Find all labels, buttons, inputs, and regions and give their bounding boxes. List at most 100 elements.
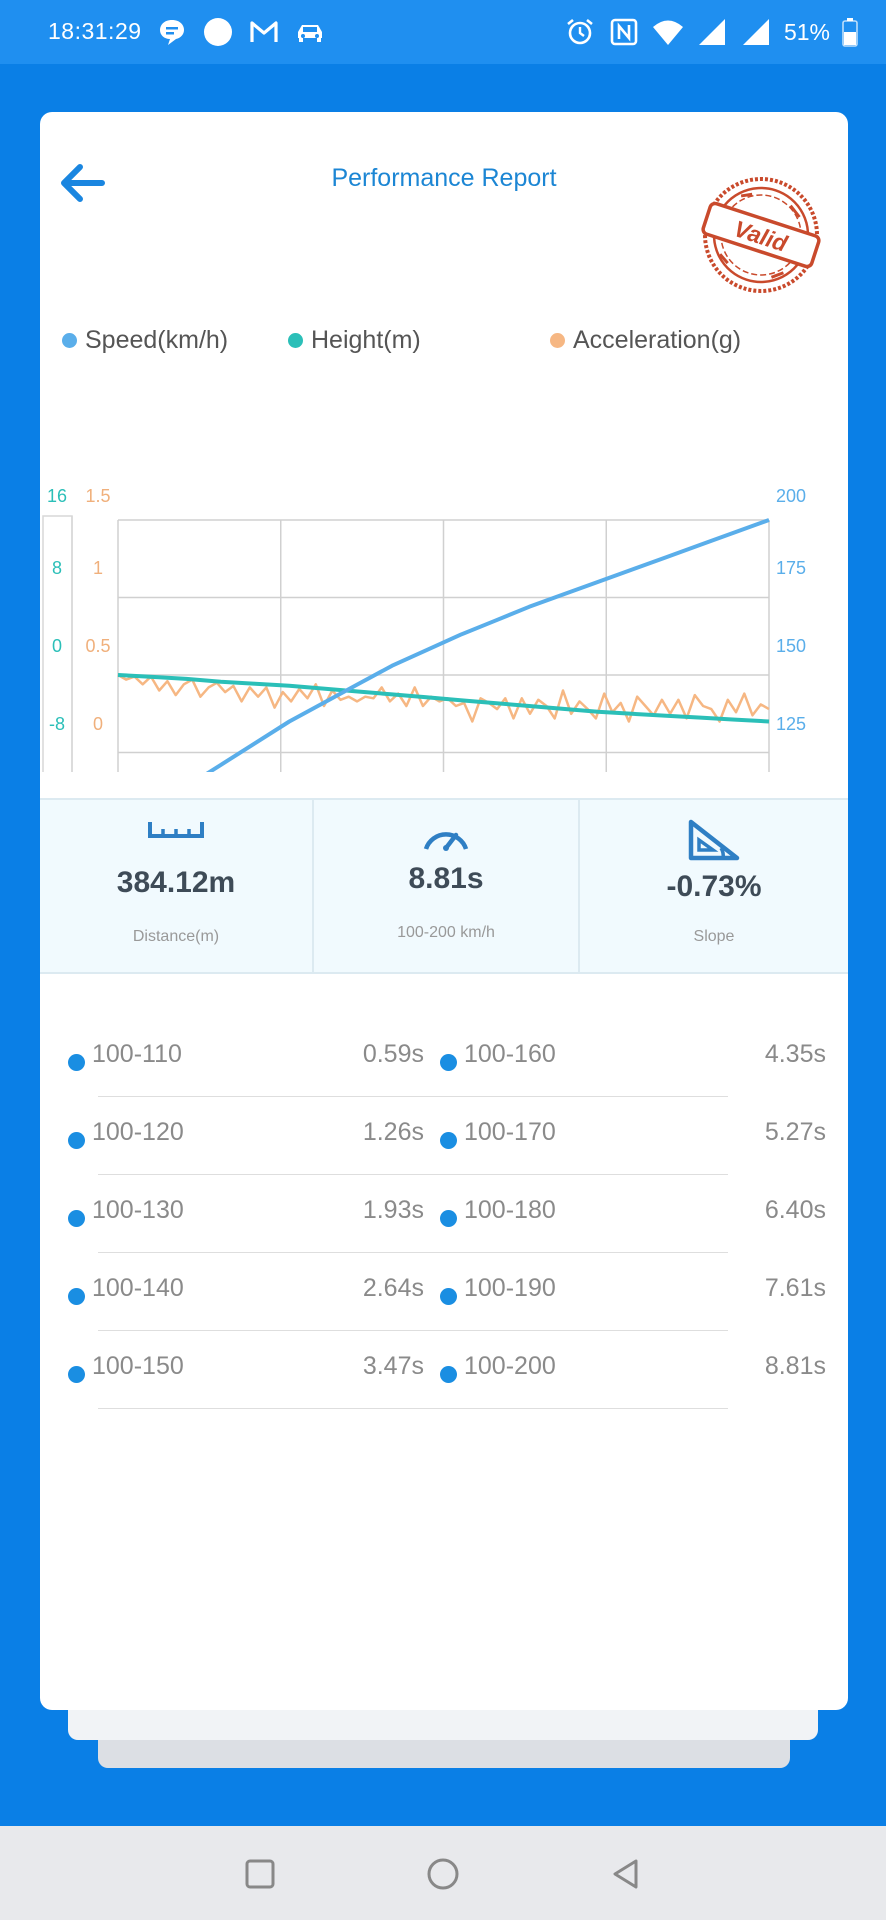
signal-icon — [698, 19, 725, 45]
stat-label-time: 100-200 km/h — [397, 924, 495, 941]
speed-tick-label: 175 — [776, 558, 806, 578]
nfc-icon — [610, 18, 638, 46]
stat-value-distance: 384.12m — [116, 866, 236, 899]
split-row: 100-110 0.59s — [68, 1012, 424, 1090]
stats-panel: 384.12m Distance(m) 8.81s 100-200 km/h -… — [40, 798, 848, 974]
height-tick-label: 0 — [52, 636, 62, 656]
acceleration-tick-label: 0.5 — [85, 636, 110, 656]
valid-stamp: Valid — [701, 177, 821, 293]
split-dot — [440, 1210, 457, 1227]
stat-label-slope: Slope — [693, 928, 735, 945]
legend-label-speed: Speed(km/h) — [85, 326, 229, 354]
split-dot — [68, 1288, 85, 1305]
list-divider — [98, 1330, 728, 1331]
split-dot — [68, 1054, 85, 1071]
navigation-bar — [0, 1826, 886, 1920]
legend-dot-height — [288, 333, 303, 348]
speedometer-icon — [423, 832, 469, 851]
split-time: 5.27s — [764, 1118, 826, 1146]
height-tick-label: -8 — [49, 714, 65, 734]
legend-label-acceleration: Acceleration(g) — [573, 326, 742, 354]
ruler-icon — [148, 822, 204, 838]
height-tick-label: 8 — [52, 558, 62, 578]
split-range: 100-160 — [464, 1040, 556, 1068]
legend-item-speed: Speed(km/h) — [62, 326, 228, 355]
split-row: 100-190 7.61s — [440, 1246, 826, 1324]
recents-icon[interactable] — [242, 1856, 278, 1892]
status-right-icons: 51% — [564, 16, 858, 48]
gmail-icon — [250, 21, 278, 42]
page-title: Performance Report — [331, 164, 557, 192]
split-row: 100-140 2.64s — [68, 1246, 424, 1324]
split-dot — [68, 1366, 85, 1383]
split-range: 100-180 — [464, 1196, 556, 1224]
stat-value-slope: -0.73% — [666, 870, 762, 903]
stat-divider — [312, 800, 314, 972]
split-time: 4.35s — [764, 1040, 826, 1068]
split-range: 100-120 — [92, 1118, 184, 1146]
acceleration-tick-label: 0 — [93, 714, 103, 734]
split-time: 1.26s — [362, 1118, 424, 1146]
acceleration-tick-label: 1 — [93, 558, 103, 578]
wifi-icon — [652, 20, 683, 45]
split-time: 0.59s — [362, 1040, 424, 1068]
split-row: 100-130 1.93s — [68, 1168, 424, 1246]
stat-distance: 384.12m Distance(m) — [40, 800, 312, 972]
split-row: 100-200 8.81s — [440, 1324, 826, 1402]
split-time: 3.47s — [362, 1352, 424, 1380]
speed-series-line — [205, 518, 770, 772]
split-row: 100-120 1.26s — [68, 1090, 424, 1168]
list-divider — [98, 1408, 728, 1409]
split-dot — [440, 1288, 457, 1305]
split-dot — [440, 1366, 457, 1383]
acceleration-tick-label: 1.5 — [85, 486, 110, 506]
list-divider — [98, 1096, 728, 1097]
split-dot — [440, 1054, 457, 1071]
signal-icon — [742, 19, 769, 45]
split-dot — [440, 1132, 457, 1149]
split-row: 100-150 3.47s — [68, 1324, 424, 1402]
stat-divider — [578, 800, 580, 972]
split-time: 6.40s — [764, 1196, 826, 1224]
legend-item-acceleration: Acceleration(g) — [550, 326, 741, 355]
height-series-line — [117, 673, 770, 724]
split-range: 100-170 — [464, 1118, 556, 1146]
chart-legend: Speed(km/h) Height(m) Acceleration(g) — [62, 326, 842, 362]
split-range: 100-130 — [92, 1196, 184, 1224]
split-range: 100-110 — [92, 1040, 182, 1068]
legend-label-height: Height(m) — [311, 326, 421, 354]
speed-tick-label: 150 — [776, 636, 806, 656]
split-row: 100-160 4.35s — [440, 1012, 826, 1090]
height-tick-label: 16 — [47, 486, 67, 506]
home-icon[interactable] — [425, 1856, 461, 1892]
stat-time: 8.81s 100-200 km/h — [314, 800, 578, 972]
split-row: 100-170 5.27s — [440, 1090, 826, 1168]
split-time: 8.81s — [764, 1352, 826, 1380]
split-range: 100-200 — [464, 1352, 556, 1380]
status-time: 18:31:29 — [48, 18, 142, 44]
stat-value-time: 8.81s — [408, 862, 484, 895]
speed-tick-label: 200 — [776, 486, 806, 506]
speed-tick-label: 125 — [776, 714, 806, 734]
report-card: Performance Report Valid Speed(km/h) Hei… — [40, 112, 848, 1710]
split-range: 100-190 — [464, 1274, 556, 1302]
back-arrow-icon — [61, 164, 105, 202]
legend-dot-speed — [62, 333, 77, 348]
list-divider — [98, 1174, 728, 1175]
car-icon — [298, 25, 322, 42]
status-left-icons — [156, 16, 326, 48]
split-time: 1.93s — [362, 1196, 424, 1224]
legend-dot-acceleration — [550, 333, 565, 348]
back-button[interactable] — [54, 160, 110, 206]
legend-item-height: Height(m) — [288, 326, 421, 355]
chat-bubble-icon — [160, 20, 184, 45]
split-dot — [68, 1132, 85, 1149]
stat-slope: -0.73% Slope — [580, 800, 848, 972]
status-bar: 18:31:29 51% — [0, 0, 886, 64]
back-triangle-icon[interactable] — [608, 1856, 644, 1892]
circle-icon — [204, 18, 232, 46]
battery-percent: 51% — [783, 18, 830, 45]
split-dot — [68, 1210, 85, 1227]
stat-label-distance: Distance(m) — [132, 928, 220, 945]
